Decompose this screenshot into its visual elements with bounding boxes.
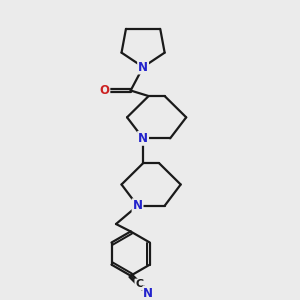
- Text: C: C: [135, 280, 143, 290]
- Text: O: O: [99, 84, 110, 97]
- Text: N: N: [133, 199, 142, 212]
- Text: N: N: [138, 61, 148, 74]
- Text: N: N: [143, 287, 153, 300]
- Text: N: N: [138, 132, 148, 145]
